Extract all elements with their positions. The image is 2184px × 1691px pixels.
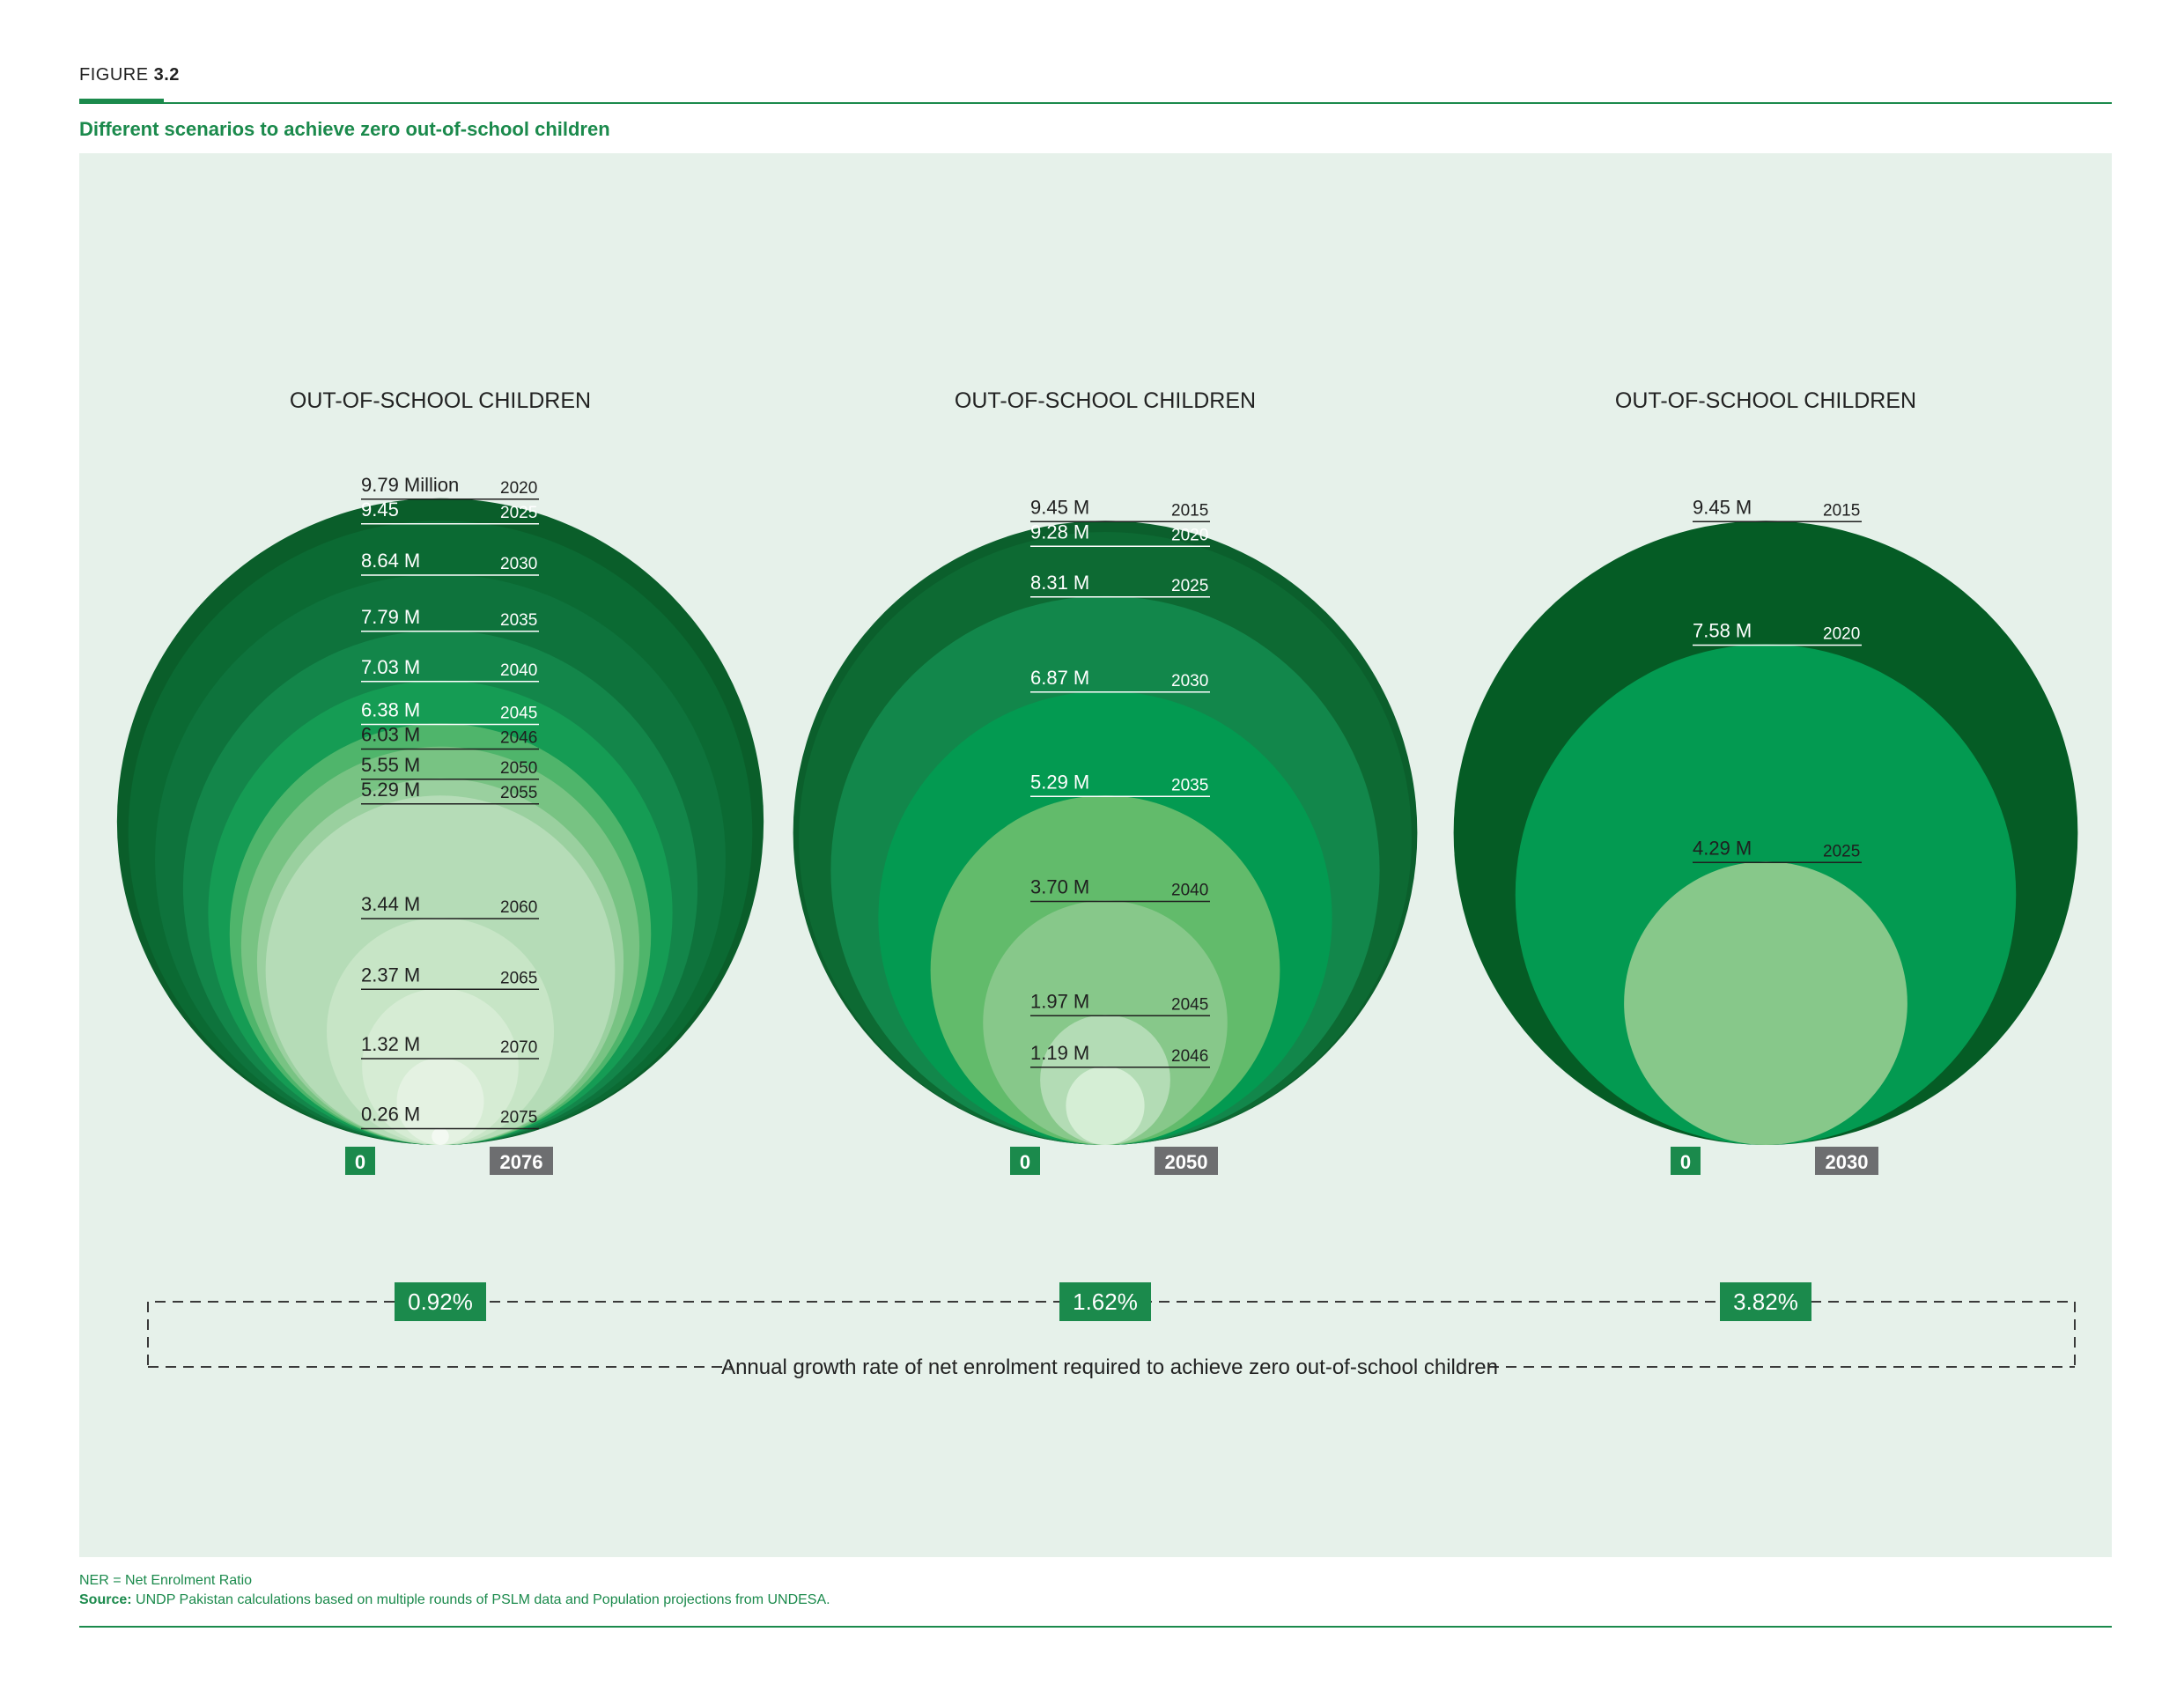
label-year-2020: 2020 xyxy=(1823,625,1860,644)
figure-label: FIGURE 3.2 xyxy=(79,65,180,85)
label-value-2045: 6.38 M xyxy=(361,699,420,721)
label-value-2025: 4.29 M xyxy=(1693,837,1752,859)
label-year-2050: 2050 xyxy=(500,759,537,778)
label-value-2075: 0.26 M xyxy=(361,1104,420,1126)
label-value-2045: 1.97 M xyxy=(1030,990,1089,1012)
end-value-text-2: 0 xyxy=(1020,1151,1030,1173)
footnote-abbreviation: NER = Net Enrolment Ratio xyxy=(79,1573,253,1588)
label-year-2035: 2035 xyxy=(1171,776,1208,794)
figure-rule-accent xyxy=(79,99,164,104)
end-year-badge-1 xyxy=(490,1147,553,1175)
label-year-2020: 2020 xyxy=(1171,526,1208,544)
label-year-2045: 2045 xyxy=(500,705,537,723)
label-year-2040: 2040 xyxy=(1171,882,1208,900)
label-value-2070: 1.32 M xyxy=(361,1033,420,1055)
label-year-2015: 2015 xyxy=(1171,501,1208,520)
footnote-source: Source: UNDP Pakistan calculations based… xyxy=(79,1592,830,1607)
scenario-title-1: OUT-OF-SCHOOL CHILDREN xyxy=(290,388,591,413)
figure-rule xyxy=(164,102,2112,104)
end-year-badge-2 xyxy=(1155,1147,1218,1175)
label-value-2035: 7.79 M xyxy=(361,606,420,628)
label-year-2070: 2070 xyxy=(500,1038,537,1057)
label-value-2020: 7.58 M xyxy=(1693,620,1752,642)
label-value-2035: 5.29 M xyxy=(1030,771,1089,793)
label-year-2046: 2046 xyxy=(500,729,537,748)
circle-2075 xyxy=(432,1127,449,1145)
growth-rate-badge-3 xyxy=(1720,1282,1811,1321)
label-value-2025: 8.31 M xyxy=(1030,572,1089,594)
label-value-2020: 9.28 M xyxy=(1030,521,1089,543)
end-year-text-1: 2076 xyxy=(500,1151,543,1173)
label-value-2040: 7.03 M xyxy=(361,656,420,678)
circle-2025 xyxy=(1624,861,1907,1145)
growth-rate-badge-1 xyxy=(395,1282,486,1321)
label-year-2030: 2030 xyxy=(500,555,537,573)
label-year-2025: 2025 xyxy=(1823,842,1860,860)
end-year-badge-3 xyxy=(1815,1147,1878,1175)
label-year-2015: 2015 xyxy=(1823,501,1860,520)
label-value-2020: 9.79 Million xyxy=(361,474,459,496)
growth-rate-text-1: 0.92% xyxy=(408,1289,473,1315)
circle-2070 xyxy=(396,1058,484,1145)
label-value-2065: 2.37 M xyxy=(361,964,420,986)
label-year-2055: 2055 xyxy=(500,784,537,802)
label-year-2030: 2030 xyxy=(1171,672,1208,690)
label-year-2075: 2075 xyxy=(500,1109,537,1127)
end-value-text-1: 0 xyxy=(355,1151,365,1173)
label-year-2035: 2035 xyxy=(500,611,537,630)
label-year-2045: 2045 xyxy=(1171,995,1208,1014)
label-value-2046: 1.19 M xyxy=(1030,1042,1089,1064)
label-value-2060: 3.44 M xyxy=(361,893,420,915)
growth-rate-text-3: 3.82% xyxy=(1733,1289,1798,1315)
end-value-text-3: 0 xyxy=(1680,1151,1691,1173)
figure-title: Different scenarios to achieve zero out-… xyxy=(79,118,610,140)
label-year-2065: 2065 xyxy=(500,969,537,987)
label-year-2025: 2025 xyxy=(1171,577,1208,595)
figure-number: 3.2 xyxy=(153,65,180,85)
label-year-2020: 2020 xyxy=(500,479,537,498)
end-value-badge-1 xyxy=(345,1147,375,1175)
label-year-2040: 2040 xyxy=(500,661,537,680)
growth-rate-text-2: 1.62% xyxy=(1073,1289,1138,1315)
label-value-2030: 8.64 M xyxy=(361,550,420,572)
label-year-2060: 2060 xyxy=(500,898,537,917)
growth-note: Annual growth rate of net enrolment requ… xyxy=(721,1355,1498,1379)
label-value-2055: 5.29 M xyxy=(361,779,420,801)
label-value-2040: 3.70 M xyxy=(1030,876,1089,898)
end-year-text-2: 2050 xyxy=(1165,1151,1208,1173)
end-value-badge-3 xyxy=(1671,1147,1701,1175)
label-value-2015: 9.45 M xyxy=(1030,496,1089,518)
circle-2046 xyxy=(1066,1066,1145,1145)
label-year-2046: 2046 xyxy=(1171,1047,1208,1066)
growth-rate-badge-2 xyxy=(1059,1282,1151,1321)
label-value-2025: 9.45 xyxy=(361,498,399,521)
scenario-title-2: OUT-OF-SCHOOL CHILDREN xyxy=(955,388,1256,413)
end-year-text-3: 2030 xyxy=(1826,1151,1869,1173)
label-year-2025: 2025 xyxy=(500,504,537,522)
end-value-badge-2 xyxy=(1010,1147,1040,1175)
footer-rule xyxy=(79,1626,2112,1628)
label-value-2050: 5.55 M xyxy=(361,754,420,776)
label-value-2030: 6.87 M xyxy=(1030,667,1089,689)
label-value-2015: 9.45 M xyxy=(1693,496,1752,518)
label-value-2046: 6.03 M xyxy=(361,724,420,746)
scenario-title-3: OUT-OF-SCHOOL CHILDREN xyxy=(1615,388,1916,413)
